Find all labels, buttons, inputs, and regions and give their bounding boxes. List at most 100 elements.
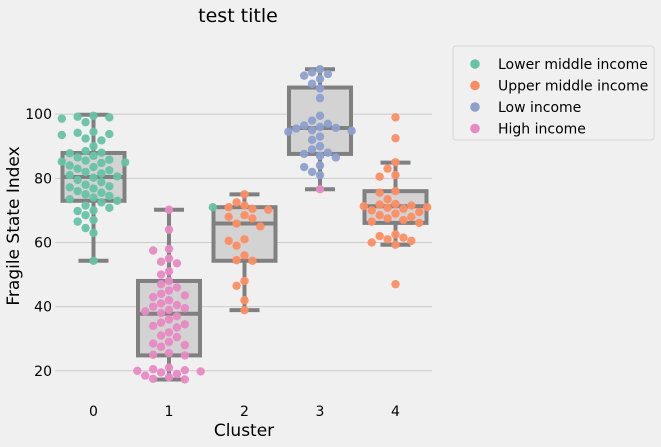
- data-point: [367, 206, 376, 215]
- data-point: [399, 215, 408, 225]
- data-point: [148, 246, 158, 255]
- legend-label: Upper middle income: [498, 79, 648, 95]
- data-point: [89, 193, 98, 202]
- data-point: [164, 276, 174, 286]
- data-point: [375, 172, 384, 181]
- data-point: [105, 166, 114, 175]
- data-point: [97, 148, 106, 157]
- data-point: [81, 180, 90, 189]
- data-point: [164, 225, 174, 234]
- data-point: [240, 276, 249, 286]
- data-point: [164, 205, 174, 214]
- data-point: [307, 135, 317, 145]
- data-point: [331, 123, 341, 133]
- data-point: [391, 170, 400, 180]
- data-point: [57, 114, 67, 123]
- data-point: [81, 201, 90, 210]
- data-point: [240, 190, 249, 199]
- data-point: [148, 339, 158, 348]
- legend-item: Upper middle income: [470, 79, 648, 95]
- data-point: [180, 304, 190, 313]
- data-point: [407, 236, 416, 246]
- data-point: [232, 281, 241, 290]
- data-point: [315, 170, 325, 180]
- data-point: [284, 127, 293, 137]
- data-point: [164, 337, 174, 347]
- data-point: [172, 323, 182, 332]
- data-point: [315, 84, 325, 93]
- x-axis-label: Cluster: [214, 421, 274, 441]
- data-point: [256, 222, 265, 231]
- data-point: [391, 279, 400, 289]
- data-point: [232, 198, 241, 207]
- data-point: [73, 206, 82, 216]
- data-point: [172, 300, 182, 310]
- data-point: [180, 340, 190, 350]
- data-point: [391, 113, 400, 122]
- legend-marker: [470, 123, 480, 134]
- data-point: [148, 292, 158, 302]
- data-point: [331, 153, 341, 162]
- data-point: [172, 312, 182, 321]
- data-point: [240, 296, 249, 305]
- data-point: [81, 156, 90, 165]
- data-point: [81, 146, 90, 156]
- data-point: [156, 368, 166, 377]
- data-point: [81, 117, 90, 127]
- data-point: [391, 186, 400, 196]
- data-point: [156, 318, 166, 327]
- data-point: [240, 305, 249, 315]
- data-point: [196, 367, 205, 376]
- data-point: [73, 217, 82, 226]
- data-point: [65, 183, 74, 192]
- data-point: [315, 142, 325, 151]
- data-point: [367, 238, 376, 247]
- data-point: [307, 145, 317, 154]
- data-point: [73, 164, 82, 173]
- data-point: [323, 119, 333, 128]
- data-point: [89, 142, 98, 151]
- legend-marker: [470, 102, 480, 112]
- data-point: [164, 296, 174, 305]
- data-point: [81, 211, 90, 220]
- data-point: [97, 169, 106, 178]
- data-point: [172, 332, 182, 342]
- data-point: [73, 153, 82, 162]
- data-point: [73, 186, 82, 196]
- data-point: [315, 132, 325, 141]
- data-point: [133, 366, 142, 375]
- data-point: [391, 134, 400, 143]
- data-point: [248, 214, 257, 223]
- data-point: [172, 369, 182, 379]
- y-axis-label: Fragile State Index: [4, 146, 24, 305]
- data-point: [164, 328, 174, 337]
- data-point: [240, 251, 249, 260]
- data-point: [164, 373, 174, 382]
- data-point: [391, 240, 400, 249]
- data-point: [164, 244, 174, 254]
- data-point: [89, 173, 98, 182]
- data-point: [89, 215, 98, 225]
- y-tick-label: 100: [25, 107, 52, 123]
- data-point: [264, 205, 273, 214]
- data-point: [359, 202, 369, 211]
- legend: Lower middle income Upper middle income Lo…: [452, 45, 655, 141]
- data-point: [120, 158, 130, 167]
- data-point: [89, 111, 98, 120]
- legend-marker: [470, 59, 480, 69]
- data-point: [391, 209, 400, 218]
- data-point: [299, 71, 309, 80]
- data-point: [164, 286, 174, 295]
- data-point: [323, 148, 333, 157]
- data-point: [156, 331, 166, 340]
- data-point: [105, 155, 114, 164]
- data-point: [299, 121, 309, 130]
- data-point: [315, 65, 325, 74]
- data-point: [307, 79, 317, 88]
- data-point: [224, 236, 233, 246]
- data-point: [148, 364, 158, 374]
- data-point: [65, 161, 74, 170]
- data-point: [57, 130, 67, 140]
- data-point: [415, 207, 424, 217]
